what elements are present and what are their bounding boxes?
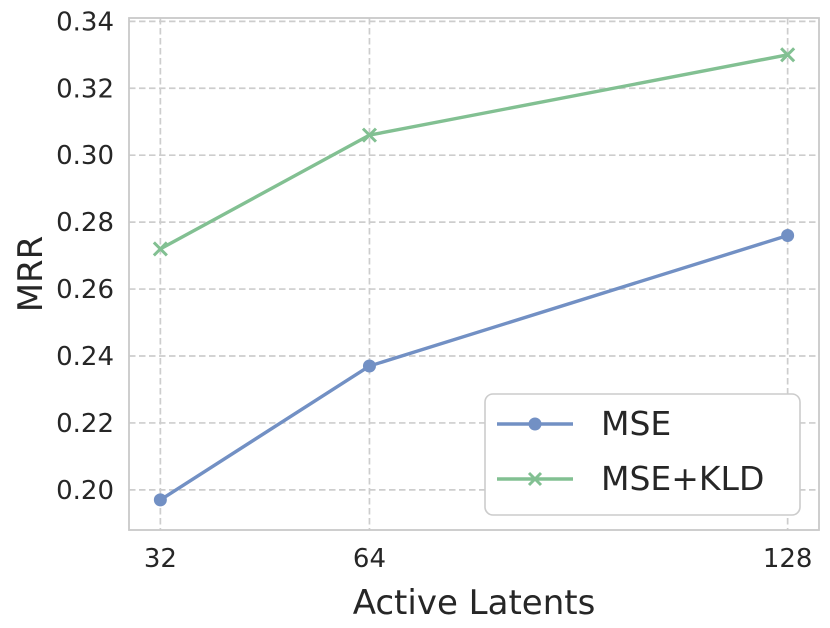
series-layer	[152, 47, 796, 507]
x-axis-label: Active Latents	[353, 583, 596, 623]
legend: MSE MSE+KLD	[484, 393, 801, 516]
series-line-mse-kld	[158, 53, 790, 251]
y-tick-label-0.20: 0.20	[56, 476, 114, 506]
marker-mse-128	[781, 229, 795, 243]
y-tick-label-0.26: 0.26	[56, 275, 114, 305]
marker-mse-kld-32	[152, 241, 168, 257]
x-tick-label-128: 128	[763, 544, 813, 574]
plot-border	[128, 17, 820, 531]
y-tick-label-0.32: 0.32	[56, 74, 114, 104]
legend-circle-marker-mse	[528, 417, 542, 431]
y-tick-label-0.28: 0.28	[56, 208, 114, 238]
marker-mse-64	[362, 359, 376, 373]
legend-label-mse: MSE	[601, 404, 671, 443]
x-tick-label-64: 64	[353, 544, 386, 574]
y-tick-label-0.24: 0.24	[56, 342, 114, 372]
y-axis-label: MRR	[11, 236, 51, 313]
legend-x-marker-mse-kld	[527, 471, 543, 487]
y-tick-label-0.30: 0.30	[56, 141, 114, 171]
legend-entry-mse-kld: MSE+KLD	[497, 459, 764, 498]
x-tick-label-32: 32	[144, 544, 177, 574]
marker-mse-kld-128	[780, 47, 796, 63]
marker-mse-32	[153, 493, 167, 507]
grid-layer	[129, 18, 819, 530]
tick-layer: 0.20 0.22 0.24 0.26 0.28 0.30 0.32 0.34 32 64 128	[56, 7, 812, 574]
marker-mse-kld-64	[361, 127, 378, 143]
legend-entry-mse: MSE	[497, 404, 671, 443]
y-tick-label-0.22: 0.22	[56, 409, 114, 439]
legend-label-mse-kld: MSE+KLD	[601, 459, 764, 498]
y-tick-label-0.34: 0.34	[56, 7, 114, 37]
